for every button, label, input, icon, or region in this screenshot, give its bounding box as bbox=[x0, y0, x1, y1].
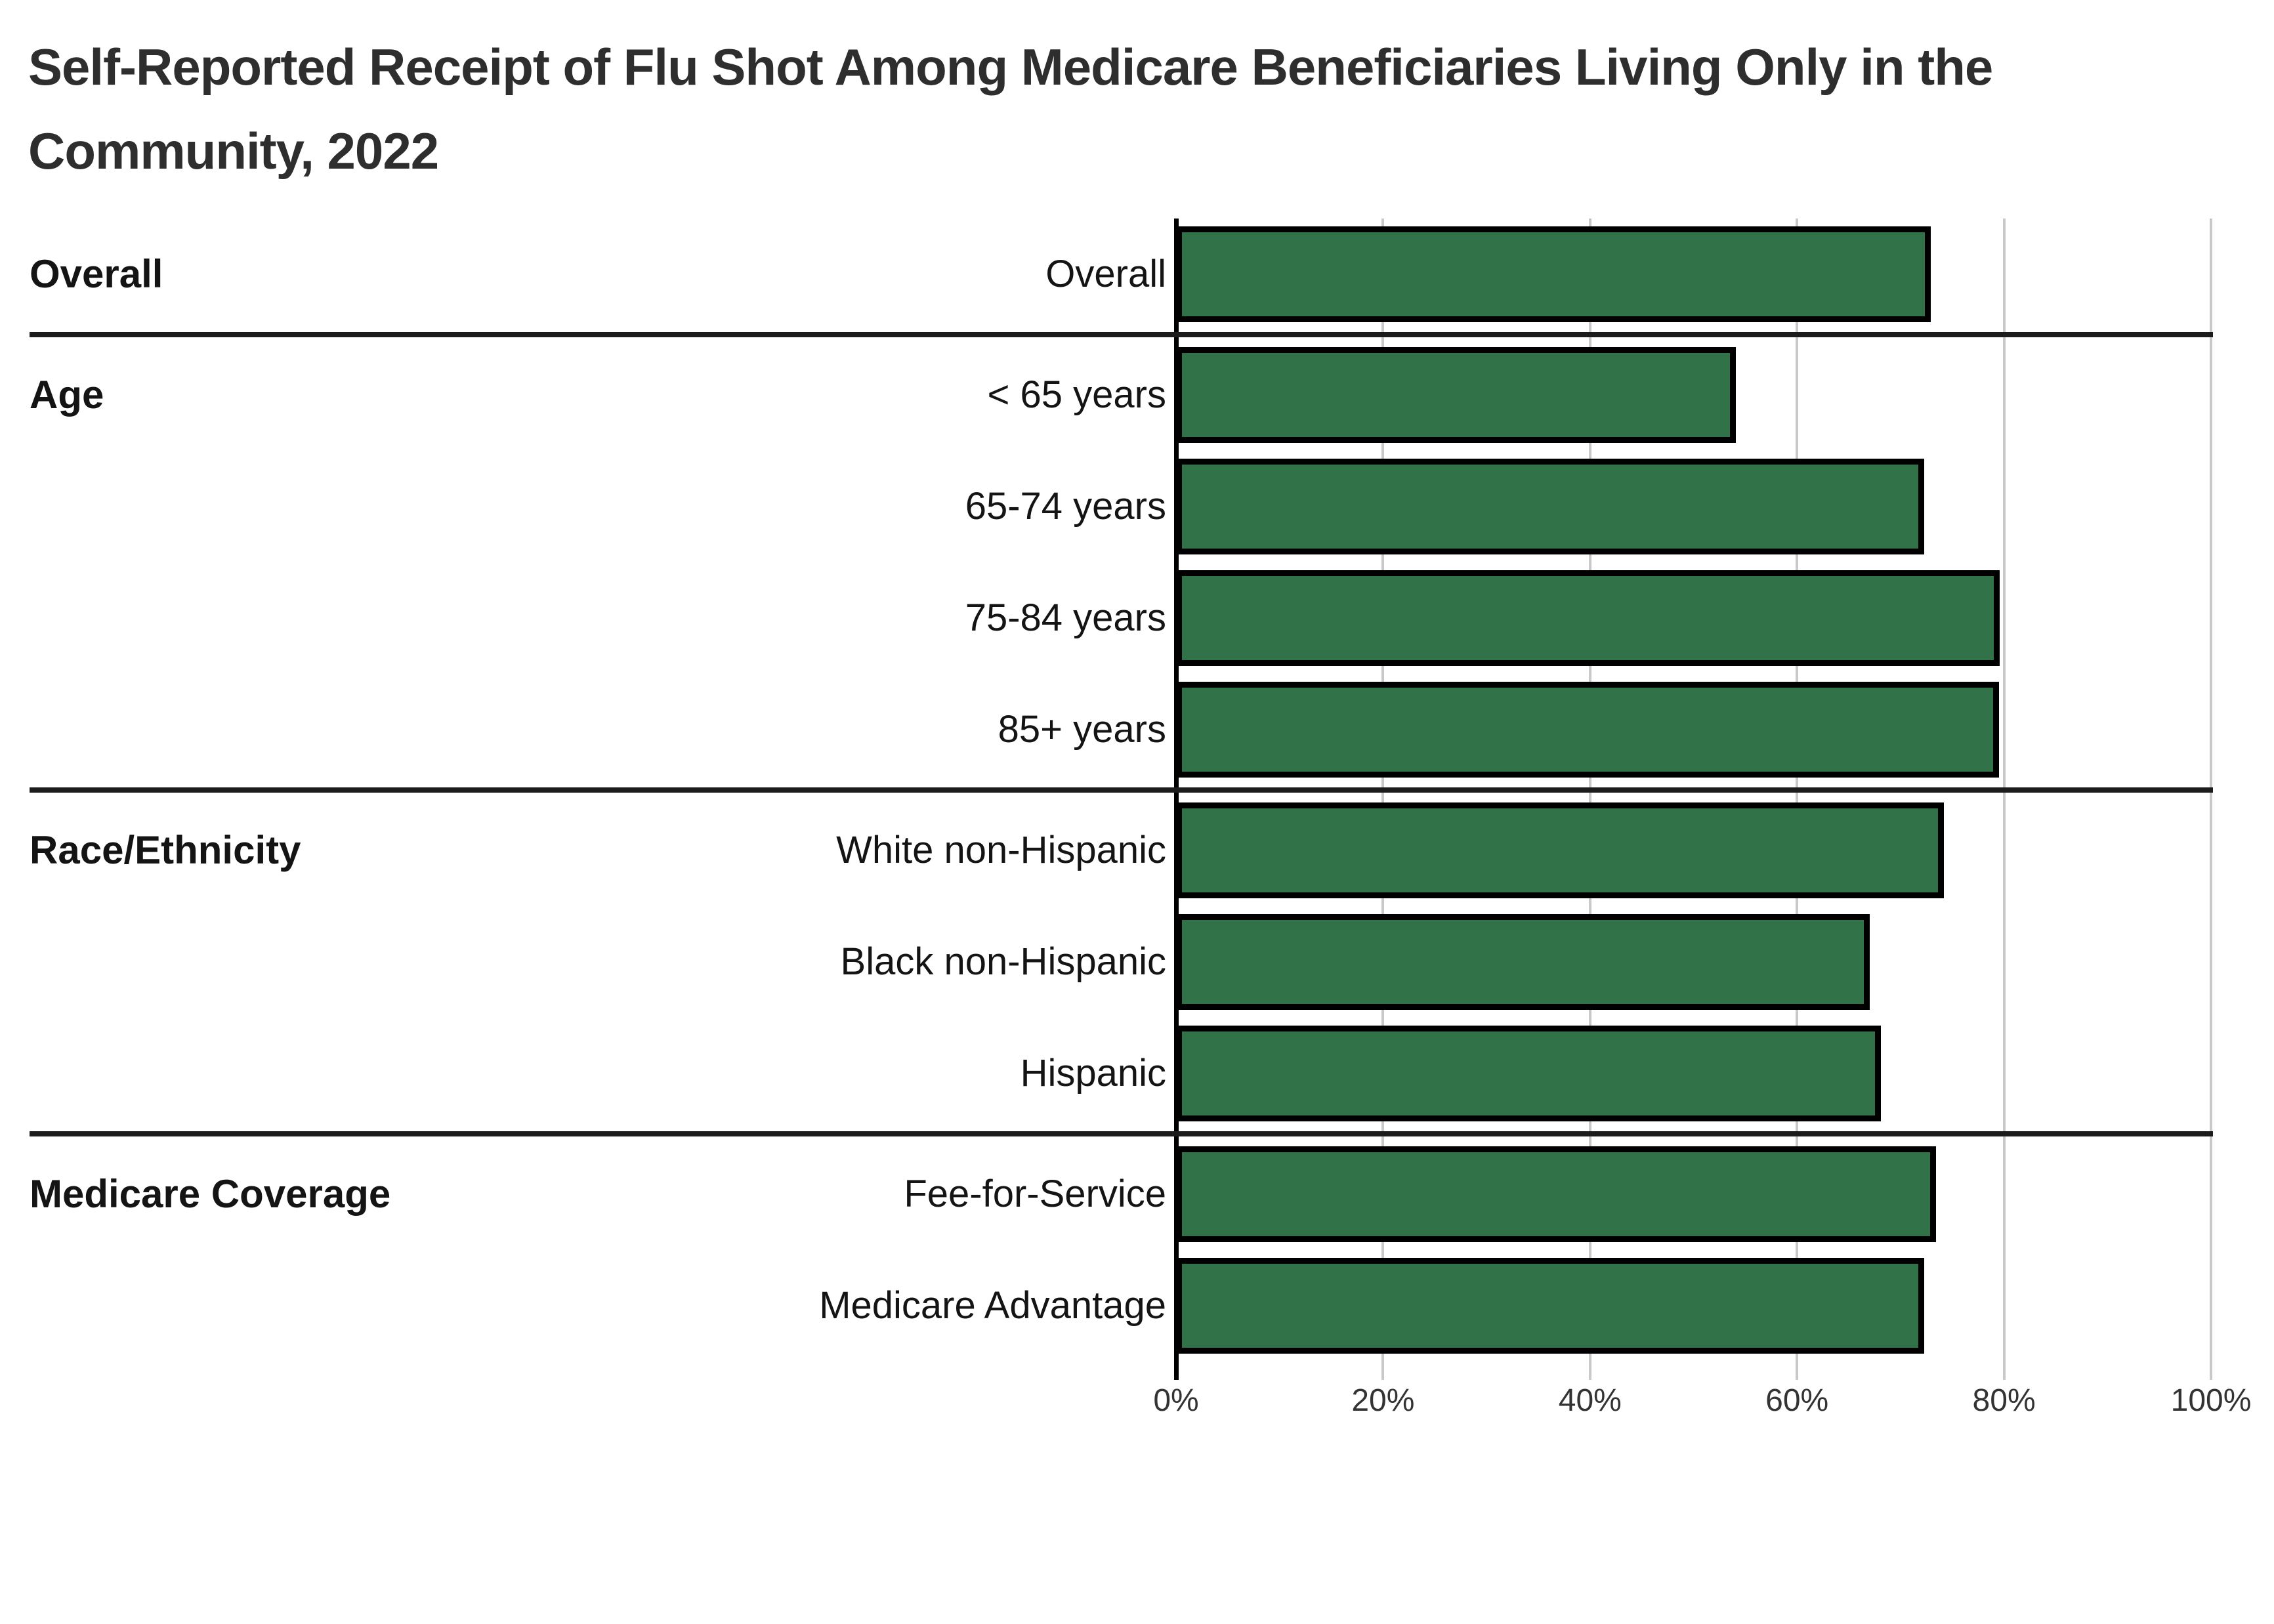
bar-overall bbox=[1176, 226, 1931, 322]
gridline-60 bbox=[1796, 219, 1799, 1380]
row-label-fee-for-service: Fee-for-Service bbox=[904, 1173, 1166, 1215]
gridline-40 bbox=[1588, 219, 1591, 1380]
bar-white-non-hispanic bbox=[1176, 802, 1944, 898]
chart-title: Self-Reported Receipt of Flu Shot Among … bbox=[28, 25, 1993, 193]
bar-75-84-years bbox=[1176, 570, 2000, 666]
y-axis-baseline bbox=[1174, 219, 1179, 1380]
plot-area bbox=[1174, 219, 2212, 1380]
bar-medicare-advantage bbox=[1176, 1258, 1924, 1354]
chart-row-65-74-years: 65-74 years bbox=[0, 451, 2274, 562]
row-label-black-non-hispanic: Black non-Hispanic bbox=[840, 940, 1166, 983]
group-separator-age bbox=[30, 332, 2213, 337]
group-separator-medicare-coverage bbox=[30, 1131, 2213, 1136]
row-label-65-74-years: 65-74 years bbox=[965, 485, 1166, 528]
chart-title-line-2: Community, 2022 bbox=[28, 122, 439, 180]
gridline-80 bbox=[2002, 219, 2006, 1380]
chart-row-fee-for-service: Fee-for-Service bbox=[0, 1138, 2274, 1250]
row-label-85plus-years: 85+ years bbox=[998, 708, 1166, 751]
row-label-medicare-advantage: Medicare Advantage bbox=[819, 1284, 1166, 1327]
row-label-overall: Overall bbox=[1045, 253, 1166, 295]
chart-row-hispanic: Hispanic bbox=[0, 1018, 2274, 1129]
bar-hispanic bbox=[1176, 1026, 1881, 1121]
chart-row-overall: Overall bbox=[0, 219, 2274, 330]
group-label-medicare-coverage: Medicare Coverage bbox=[30, 1172, 391, 1216]
group-separator-race-ethnicity bbox=[30, 787, 2213, 793]
gridline-100 bbox=[2210, 219, 2212, 1380]
tick-label-0: 0% bbox=[1153, 1383, 1199, 1418]
row-label-lt-65-years: < 65 years bbox=[987, 373, 1166, 416]
bar-black-non-hispanic bbox=[1176, 914, 1870, 1010]
group-label-overall: Overall bbox=[30, 252, 163, 296]
group-label-race-ethnicity: Race/Ethnicity bbox=[30, 828, 301, 872]
chart-row-white-non-hispanic: White non-Hispanic bbox=[0, 795, 2274, 906]
gridline-20 bbox=[1381, 219, 1385, 1380]
tick-label-100: 100% bbox=[2170, 1383, 2252, 1418]
tick-label-20: 20% bbox=[1351, 1383, 1415, 1418]
tick-label-40: 40% bbox=[1558, 1383, 1622, 1418]
chart-row-85plus-years: 85+ years bbox=[0, 674, 2274, 785]
row-label-hispanic: Hispanic bbox=[1020, 1052, 1166, 1094]
bar-65-74-years bbox=[1176, 459, 1924, 554]
tick-label-80: 80% bbox=[1972, 1383, 2036, 1418]
chart-row-lt-65-years: < 65 years bbox=[0, 339, 2274, 451]
group-label-age: Age bbox=[30, 373, 104, 417]
chart-row-black-non-hispanic: Black non-Hispanic bbox=[0, 906, 2274, 1018]
tick-label-60: 60% bbox=[1765, 1383, 1829, 1418]
bar-fee-for-service bbox=[1176, 1146, 1936, 1242]
row-label-white-non-hispanic: White non-Hispanic bbox=[836, 829, 1166, 871]
bar-85plus-years bbox=[1176, 682, 1999, 778]
chart-row-75-84-years: 75-84 years bbox=[0, 562, 2274, 674]
bar-lt-65-years bbox=[1176, 347, 1736, 443]
chart-row-medicare-advantage: Medicare Advantage bbox=[0, 1250, 2274, 1362]
row-label-75-84-years: 75-84 years bbox=[965, 596, 1166, 639]
chart-title-line-1: Self-Reported Receipt of Flu Shot Among … bbox=[28, 38, 1993, 96]
